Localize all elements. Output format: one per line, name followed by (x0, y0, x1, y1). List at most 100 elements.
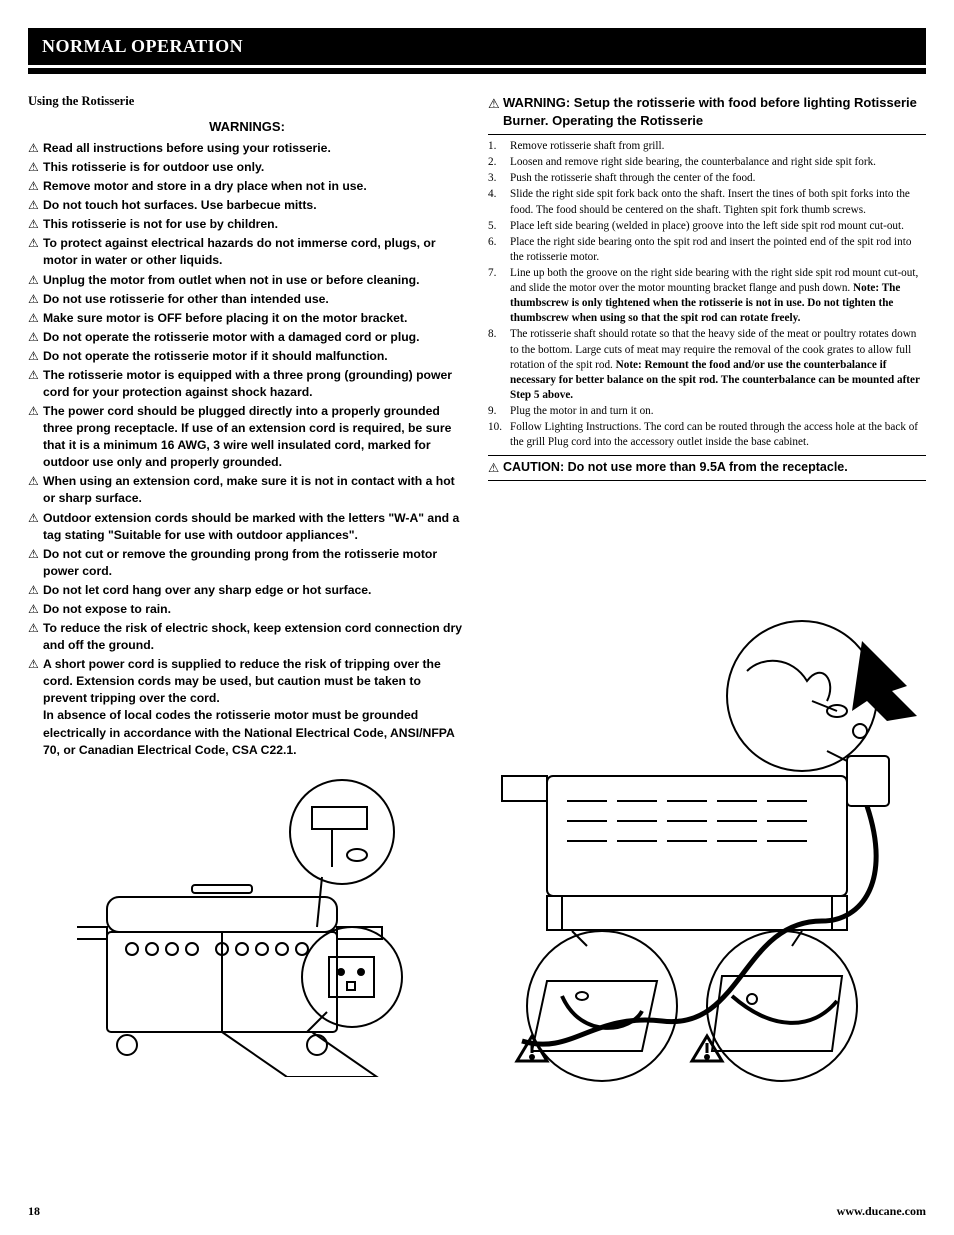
step-number: 3. (488, 171, 510, 186)
warning-icon: ⚠ (28, 235, 43, 269)
divider (488, 455, 926, 456)
warning-item: ⚠Do not expose to rain. (28, 601, 466, 618)
step-item: 7.Line up both the groove on the right s… (488, 266, 926, 326)
warning-text: Do not touch hot surfaces. Use barbecue … (43, 197, 466, 214)
warning-item: ⚠Do not operate the rotisserie motor if … (28, 348, 466, 365)
warning-text: The rotisserie motor is equipped with a … (43, 367, 466, 401)
step-text: The rotisserie shaft should rotate so th… (510, 327, 926, 403)
warning-text: To reduce the risk of electric shock, ke… (43, 620, 466, 654)
warning-icon: ⚠ (28, 620, 43, 654)
warning-item: ⚠Remove motor and store in a dry place w… (28, 178, 466, 195)
warning-text: Do not operate the rotisserie motor with… (43, 329, 466, 346)
step-text: Line up both the groove on the right sid… (510, 266, 926, 326)
step-item: 2.Loosen and remove right side bearing, … (488, 155, 926, 170)
warning-icon: ⚠ (28, 310, 43, 327)
step-item: 8.The rotisserie shaft should rotate so … (488, 327, 926, 403)
step-number: 9. (488, 404, 510, 419)
warning-icon: ⚠ (28, 348, 43, 365)
step-item: 4.Slide the right side spit fork back on… (488, 187, 926, 217)
warning-item: ⚠Read all instructions before using your… (28, 140, 466, 157)
warning-text: Unplug the motor from outlet when not in… (43, 272, 466, 289)
warning-text: A short power cord is supplied to reduce… (43, 656, 466, 758)
warning-item: ⚠The rotisserie motor is equipped with a… (28, 367, 466, 401)
step-number: 5. (488, 219, 510, 234)
step-text: Remove rotisserie shaft from grill. (510, 139, 926, 154)
warnings-list: ⚠Read all instructions before using your… (28, 140, 466, 759)
warning-text: Outdoor extension cords should be marked… (43, 510, 466, 544)
warning-icon: ⚠ (28, 546, 43, 580)
warning-icon: ⚠ (28, 216, 43, 233)
warning-item: ⚠Outdoor extension cords should be marke… (28, 510, 466, 544)
warning-item: ⚠Do not let cord hang over any sharp edg… (28, 582, 466, 599)
warning-icon: ⚠ (28, 510, 43, 544)
warning-text: To protect against electrical hazards do… (43, 235, 466, 269)
warning-item: ⚠When using an extension cord, make sure… (28, 473, 466, 507)
step-number: 10. (488, 420, 510, 450)
warning-text: Read all instructions before using your … (43, 140, 466, 157)
warning-text: When using an extension cord, make sure … (43, 473, 466, 507)
warning-icon: ⚠ (488, 460, 503, 475)
warning-text: Do not cut or remove the grounding prong… (43, 546, 466, 580)
step-number: 4. (488, 187, 510, 217)
warning-item: ⚠The power cord should be plugged direct… (28, 403, 466, 471)
step-number: 2. (488, 155, 510, 170)
step-text: Plug the motor in and turn it on. (510, 404, 926, 419)
warning-text: Remove motor and store in a dry place wh… (43, 178, 466, 195)
warning-item: ⚠To reduce the risk of electric shock, k… (28, 620, 466, 654)
step-text: Place the right side bearing onto the sp… (510, 235, 926, 265)
step-number: 7. (488, 266, 510, 326)
step-item: 1.Remove rotisserie shaft from grill. (488, 139, 926, 154)
step-note-bold: Note: Remount the food and/or use the co… (510, 359, 920, 401)
warning-icon: ⚠ (28, 291, 43, 308)
section-header: NORMAL OPERATION (28, 28, 926, 68)
left-column: Using the Rotisserie WARNINGS: ⚠Read all… (28, 94, 466, 1091)
warning-icon: ⚠ (28, 140, 43, 157)
page-number: 18 (28, 1204, 40, 1219)
warning-item: ⚠Do not touch hot surfaces. Use barbecue… (28, 197, 466, 214)
step-number: 1. (488, 139, 510, 154)
warning-item: ⚠Do not operate the rotisserie motor wit… (28, 329, 466, 346)
step-item: 5.Place left side bearing (welded in pla… (488, 219, 926, 234)
warning-icon: ⚠ (28, 178, 43, 195)
step-item: 10.Follow Lighting Instructions. The cor… (488, 420, 926, 450)
warning-icon: ⚠ (28, 197, 43, 214)
right-warning-title: ⚠ WARNING: Setup the rotisserie with foo… (488, 94, 926, 129)
warning-text: Do not let cord hang over any sharp edge… (43, 582, 466, 599)
warning-icon: ⚠ (28, 582, 43, 599)
warning-icon: ⚠ (28, 159, 43, 176)
warning-icon: ⚠ (28, 329, 43, 346)
warning-item: ⚠To protect against electrical hazards d… (28, 235, 466, 269)
divider (488, 480, 926, 481)
warning-icon: ⚠ (28, 473, 43, 507)
warning-icon: ⚠ (28, 403, 43, 471)
caution-text: CAUTION: Do not use more than 9.5A from … (503, 460, 848, 475)
warning-text: Do not expose to rain. (43, 601, 466, 618)
step-text: Follow Lighting Instructions. The cord c… (510, 420, 926, 450)
warning-text: Do not use rotisserie for other than int… (43, 291, 466, 308)
caution-line: ⚠ CAUTION: Do not use more than 9.5A fro… (488, 460, 926, 475)
warning-text: Make sure motor is OFF before placing it… (43, 310, 466, 327)
step-item: 9.Plug the motor in and turn it on. (488, 404, 926, 419)
warning-text: Do not operate the rotisserie motor if i… (43, 348, 466, 365)
step-number: 6. (488, 235, 510, 265)
step-item: 3.Push the rotisserie shaft through the … (488, 171, 926, 186)
warning-icon: ⚠ (488, 94, 503, 129)
warning-item: ⚠This rotisserie is for outdoor use only… (28, 159, 466, 176)
right-title-text: WARNING: Setup the rotisserie with food … (503, 94, 926, 129)
warning-item: ⚠Do not cut or remove the grounding pron… (28, 546, 466, 580)
divider (488, 134, 926, 135)
step-number: 8. (488, 327, 510, 403)
left-subtitle: Using the Rotisserie (28, 94, 466, 109)
warning-text: The power cord should be plugged directl… (43, 403, 466, 471)
right-column: ⚠ WARNING: Setup the rotisserie with foo… (488, 94, 926, 1091)
warning-item: ⚠Unplug the motor from outlet when not i… (28, 272, 466, 289)
warning-item: ⚠A short power cord is supplied to reduc… (28, 656, 466, 758)
left-figure (28, 777, 466, 1077)
warning-text: This rotisserie is for outdoor use only. (43, 159, 466, 176)
step-text: Place left side bearing (welded in place… (510, 219, 926, 234)
warning-item: ⚠Do not use rotisserie for other than in… (28, 291, 466, 308)
step-note-bold: Note: The thumbscrew is only tightened w… (510, 282, 900, 324)
warnings-heading: WARNINGS: (28, 119, 466, 134)
warning-icon: ⚠ (28, 367, 43, 401)
step-text: Loosen and remove right side bearing, th… (510, 155, 926, 170)
